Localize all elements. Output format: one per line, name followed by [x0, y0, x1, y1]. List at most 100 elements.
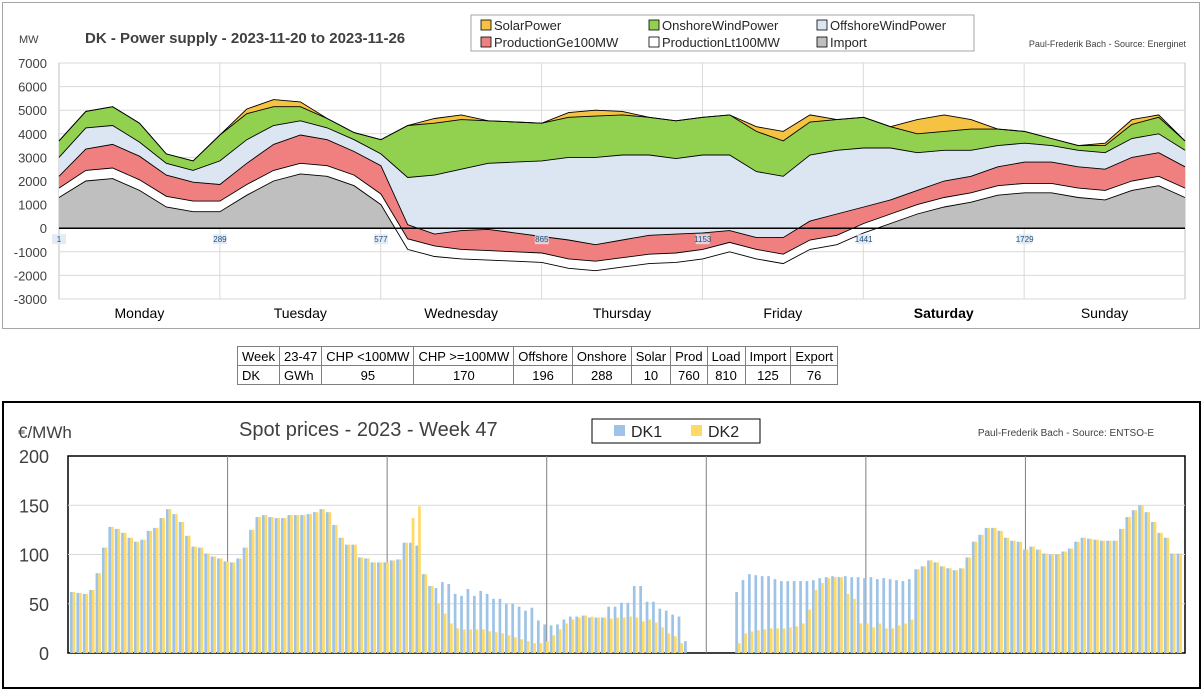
power-supply-legend: SolarPower OnshoreWindPower OffshoreWindPo…	[470, 14, 975, 52]
bar-dk1	[485, 593, 489, 653]
bar-dk1	[332, 524, 335, 653]
bar-dk1	[1048, 554, 1052, 653]
bar-dk2	[328, 512, 332, 653]
bar-dk2	[341, 537, 345, 653]
bar-dk1	[748, 574, 751, 653]
bar-dk2	[1134, 510, 1138, 653]
bar-dk2	[955, 570, 959, 653]
bar-dk1	[1131, 510, 1135, 653]
bar-dk2	[968, 557, 971, 653]
bar-dk1	[741, 580, 745, 653]
bar-dk1	[306, 514, 310, 653]
bar-dk2	[469, 629, 472, 653]
legend-swatch	[480, 36, 492, 48]
bar-dk1	[1087, 538, 1090, 653]
bar-dk1	[1023, 549, 1026, 653]
summary-cell: Prod	[670, 346, 708, 366]
bar-dk1	[588, 617, 591, 653]
power-ytick-label: 6000	[18, 80, 47, 95]
bar-dk2	[411, 518, 415, 653]
bar-dk2	[526, 641, 530, 653]
bar-dk2	[405, 542, 408, 653]
bar-dk1	[217, 558, 220, 653]
bar-dk1	[441, 582, 444, 653]
bar-dk2	[1147, 512, 1150, 653]
bar-dk1	[402, 542, 406, 653]
bar-dk2	[1038, 549, 1042, 653]
bar-dk2	[1108, 540, 1112, 653]
bar-dk2	[546, 641, 549, 653]
bar-dk2	[897, 625, 901, 653]
bar-dk1	[338, 537, 342, 653]
bar-dk2	[514, 637, 517, 653]
bar-dk1	[249, 529, 252, 653]
bar-dk2	[1032, 546, 1035, 653]
bar-dk1	[1067, 548, 1071, 653]
bar-dk1	[882, 578, 886, 653]
power-xtick-label: 577	[374, 235, 388, 244]
bar-dk1	[236, 558, 239, 653]
bar-dk2	[667, 633, 671, 653]
bar-dk1	[1106, 540, 1109, 653]
bar-dk2	[1140, 505, 1144, 653]
bar-dk1	[767, 576, 770, 653]
bar-dk1	[652, 601, 655, 653]
bar-dk2	[322, 509, 325, 653]
bar-dk2	[149, 530, 153, 653]
bar-dk2	[98, 573, 101, 653]
bar-dk1	[281, 518, 284, 653]
bar-dk2	[418, 506, 421, 653]
bar-dk2	[1083, 537, 1087, 653]
bar-dk1	[978, 534, 981, 653]
spot-price-ylabel: €/MWh	[18, 423, 72, 442]
bar-dk2	[597, 617, 600, 653]
bar-dk2	[1115, 540, 1119, 653]
bar-dk1	[568, 616, 572, 653]
bar-dk2	[859, 623, 863, 653]
bar-dk1	[799, 581, 802, 653]
bar-dk1	[991, 527, 994, 653]
bar-dk2	[117, 528, 121, 653]
bar-dk1	[319, 509, 323, 653]
bar-dk1	[140, 539, 144, 653]
bar-dk2	[462, 629, 466, 653]
bar-dk1	[939, 566, 943, 653]
bar-dk1	[1029, 546, 1033, 653]
bar-dk2	[776, 628, 779, 653]
bar-dk1	[773, 579, 777, 653]
spot-ytick-label: 100	[19, 546, 49, 566]
bar-dk2	[1089, 538, 1093, 653]
bar-dk1	[472, 595, 476, 653]
bar-dk2	[827, 578, 831, 653]
bar-dk2	[917, 569, 920, 653]
bar-dk2	[1160, 532, 1163, 653]
bar-dk2	[910, 619, 914, 653]
bar-dk2	[584, 615, 588, 653]
bar-dk2	[130, 537, 133, 653]
bar-dk1	[959, 568, 962, 653]
legend-swatch	[614, 425, 625, 436]
bar-dk1	[1163, 537, 1167, 653]
bar-dk2	[264, 515, 268, 653]
bar-dk1	[421, 574, 425, 653]
summary-cell: 125	[744, 365, 792, 385]
bar-dk1	[562, 619, 566, 653]
bar-dk2	[1096, 539, 1099, 653]
bar-dk1	[242, 547, 246, 653]
bar-dk1	[677, 616, 681, 653]
outline-offshorewindpower	[58, 120, 1186, 178]
bar-dk1	[549, 625, 553, 653]
bar-dk1	[837, 577, 841, 653]
bar-dk1	[920, 566, 924, 653]
bar-dk1	[1003, 537, 1007, 653]
power-ytick-label: 4000	[18, 127, 47, 142]
bar-dk1	[466, 588, 470, 653]
bar-dk2	[565, 623, 568, 653]
bar-dk2	[398, 559, 402, 653]
bar-dk1	[901, 581, 905, 653]
power-xtick-box	[52, 234, 66, 245]
bar-dk2	[136, 541, 140, 653]
bar-dk2	[354, 544, 357, 653]
bar-dk2	[680, 643, 684, 653]
power-ytick-label: 1000	[18, 198, 47, 213]
